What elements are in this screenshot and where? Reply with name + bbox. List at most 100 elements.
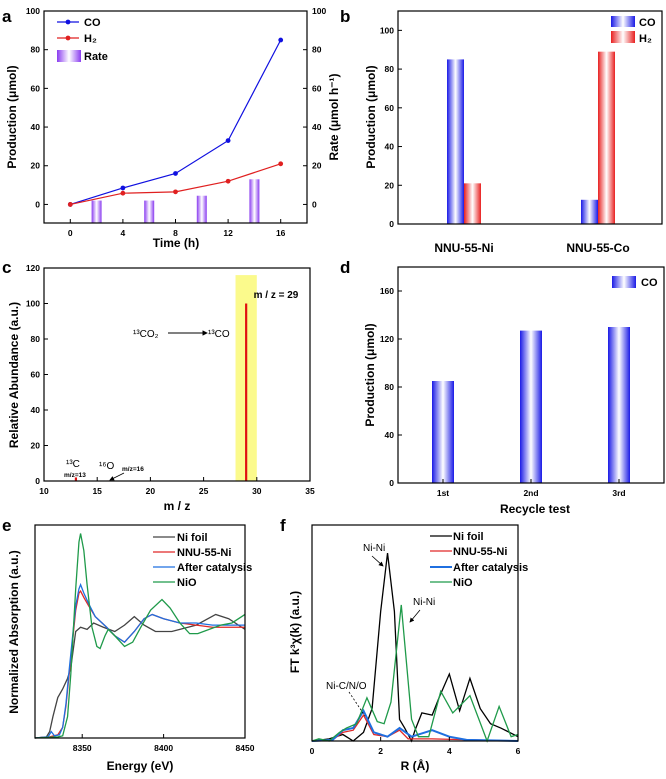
d-xtick-label: 2nd: [523, 488, 538, 498]
d-xlabel: Recycle test: [500, 502, 570, 516]
f-xtick-label: 6: [516, 746, 521, 756]
legend-nio-label: NiO: [177, 577, 197, 589]
f-xtick-label: 4: [447, 746, 452, 756]
a-series-line-h2: [70, 163, 281, 206]
f-series-line-2: [311, 708, 519, 742]
legend-f: Ni foil NNU-55-Ni After catalysis NiO: [430, 531, 528, 589]
panel-label-a: a: [2, 7, 12, 26]
a-data-point-h2: [225, 178, 231, 184]
e-plot-frame: [34, 524, 246, 739]
a-rate-bar: [196, 195, 207, 223]
f-annotation-nicno: Ni-C/N/O: [326, 681, 367, 692]
c-ytick-label: 120: [26, 263, 40, 273]
d-ytick-label: 160: [380, 286, 394, 296]
d-plot-frame: [397, 266, 665, 484]
a-ytick-label: 80: [31, 45, 41, 55]
legend-a: CO H₂ Rate: [57, 17, 108, 63]
d-ytick-label: 80: [385, 382, 395, 392]
legend-rate-label: Rate: [84, 51, 108, 63]
a-data-point-h2: [173, 189, 178, 195]
legend-nnu55ni-label: NNU-55-Ni: [177, 547, 231, 559]
legend-co-label: CO: [641, 277, 658, 289]
c-o16-arrow: [109, 472, 125, 481]
a-y2tick-label: 0: [312, 199, 317, 209]
c-ytick-label: 60: [31, 370, 41, 380]
f-arrow-nini-2: [409, 609, 421, 623]
f-plot-frame: [311, 524, 519, 742]
d-ytick-label: 0: [389, 478, 394, 488]
legend-after-label: After catalysis: [177, 562, 252, 574]
a-y2label: Rate (μmol h⁻¹): [327, 73, 341, 160]
legend-d: CO: [612, 276, 658, 289]
d-bar-co: [432, 381, 454, 483]
panel-label-f: f: [280, 516, 286, 535]
a-xtick-label: 4: [121, 228, 126, 238]
d-ytick-label: 40: [385, 430, 395, 440]
a-ytick-label: 100: [26, 6, 40, 16]
c-ylabel: Relative Abundance (a.u.): [7, 302, 21, 448]
b-ytick-label: 40: [385, 142, 395, 152]
legend-nifoil-label: Ni foil: [177, 532, 208, 544]
f-dotted-nicno: [348, 691, 366, 717]
c-annotation-c13: ¹³C: [66, 459, 80, 470]
c-xtick-label: 15: [92, 486, 102, 496]
a-data-point-co: [225, 138, 231, 143]
b-ylabel: Production (μmol): [364, 65, 378, 168]
a-data-point-h2: [278, 161, 284, 167]
b-ytick-label: 0: [389, 219, 394, 229]
a-data-point-co: [120, 185, 126, 191]
legend-b: CO H₂: [611, 16, 656, 45]
c-xtick-label: 35: [305, 486, 315, 496]
panel-label-e: e: [2, 516, 11, 535]
a-xtick-label: 12: [223, 228, 233, 238]
b-bar-h2: [464, 183, 481, 224]
a-xtick-label: 8: [173, 228, 178, 238]
d-xtick-label: 1st: [437, 488, 449, 498]
legend-h2-swatch: [611, 31, 635, 43]
a-y2tick-label: 20: [312, 161, 322, 171]
c-xtick-label: 20: [146, 486, 156, 496]
panel-label-c: c: [2, 258, 11, 277]
a-data-point-h2: [67, 202, 73, 207]
c-annotation-peak29: m / z = 29: [254, 290, 299, 301]
legend-co-swatch: [611, 16, 635, 27]
b-category-label: NNU-55-Co: [566, 241, 629, 255]
c-ytick-label: 0: [35, 476, 40, 486]
a-y2tick-label: 80: [312, 45, 322, 55]
f-series-line-0: [311, 553, 519, 743]
c-ytick-label: 40: [31, 405, 41, 415]
legend-h2-label: H₂: [639, 33, 652, 45]
f-annotation-nini-1: Ni-Ni: [363, 543, 385, 554]
legend-co-marker: [65, 19, 71, 25]
d-ytick-label: 120: [380, 334, 394, 344]
e-xtick-label: 8400: [154, 743, 173, 753]
c-ytick-label: 80: [31, 334, 41, 344]
b-plot-frame: [397, 10, 663, 225]
a-y2tick-label: 60: [312, 83, 322, 93]
f-xtick-label: 0: [310, 746, 315, 756]
a-data-point-co: [173, 171, 178, 176]
b-ytick-label: 20: [385, 180, 395, 190]
legend-co-label: CO: [639, 17, 656, 29]
c-ytick-label: 100: [26, 299, 40, 309]
e-xtick-label: 8450: [236, 743, 255, 753]
c-annotation-product: ¹³CO: [208, 329, 230, 340]
b-ytick-label: 100: [380, 25, 394, 35]
c-annotation-o16: ¹⁶O: [99, 461, 114, 472]
a-ytick-label: 40: [31, 122, 41, 132]
e-series-line-2: [34, 582, 245, 739]
a-y2tick-label: 100: [312, 6, 326, 16]
b-bar-co: [581, 199, 598, 224]
a-rate-bar: [249, 179, 260, 223]
panel-label-d: d: [340, 258, 350, 277]
d-bar-co: [608, 327, 630, 483]
legend-h2-marker: [65, 35, 71, 41]
c-xlabel: m / z: [164, 499, 191, 513]
a-ytick-label: 0: [35, 199, 40, 209]
e-xlabel: Energy (eV): [107, 759, 174, 773]
legend-co-label: CO: [84, 17, 101, 29]
c-annotation-c13-mz: m/z=13: [64, 472, 86, 479]
b-bar-co: [447, 59, 464, 225]
a-ytick-label: 20: [31, 161, 41, 171]
